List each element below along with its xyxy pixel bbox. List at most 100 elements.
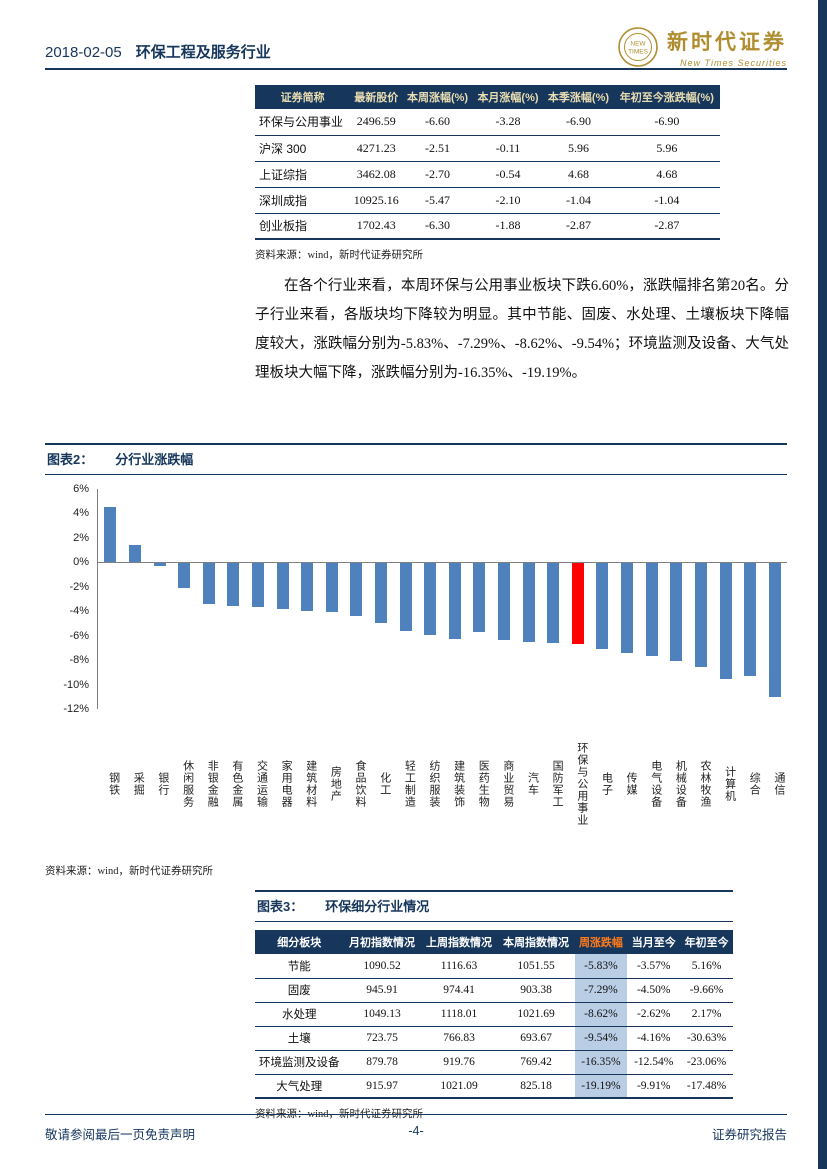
- table-cell: 2496.59: [350, 109, 403, 136]
- table-cell: 5.96: [613, 135, 720, 162]
- figure3-title: 环保细分行业情况: [325, 899, 430, 914]
- table-row: 节能 1090.52 1116.63 1051.55 -5.83% -3.57% 5.16%: [255, 954, 733, 979]
- page-footer: -4- 敬请参阅最后一页免责声明 证券研究报告: [45, 1114, 787, 1143]
- index-performance-table: 证券简称 最新股价 本周涨幅(%) 本月涨幅(%) 本季涨幅(%) 年初至今涨跌幅(%) …: [255, 85, 720, 240]
- table-cell: -5.47: [402, 187, 473, 214]
- x-axis-label: 建筑材料: [304, 760, 317, 808]
- figure3-label: 图表3：: [257, 899, 304, 914]
- table-cell: -6.90: [543, 109, 614, 136]
- x-axis-label: 国防军工: [551, 760, 564, 808]
- table-cell: 945.91: [343, 978, 421, 1003]
- table1-source: 资料来源：wind，新时代证券研究所: [255, 250, 423, 261]
- bar-食品饮料: [350, 563, 363, 616]
- bar-休闲服务: [178, 563, 191, 588]
- bar-slot: [295, 489, 320, 709]
- svg-text:NEW: NEW: [630, 41, 646, 48]
- column-header: 本季涨幅(%): [543, 85, 614, 109]
- table-cell: -6.30: [402, 213, 473, 240]
- bar-交通运输: [251, 563, 264, 608]
- table-cell: -1.88: [472, 213, 544, 240]
- bar-通信: [768, 563, 781, 697]
- table-cell: 1118.01: [420, 1002, 498, 1027]
- chart-bars: [98, 489, 787, 709]
- table-cell: 3462.08: [350, 161, 403, 188]
- bar-农林牧渔: [694, 563, 707, 668]
- table-cell: 2.17%: [680, 1002, 733, 1027]
- x-axis-label: 银行: [156, 772, 169, 796]
- x-axis-label: 电气设备: [649, 760, 662, 808]
- chart-plot-column: 钢铁 采掘 银行 休闲服务 非银金融 有色金属 交通运输 家用电器 建筑材料 房地产 食品饮料 化工轻…: [97, 489, 787, 853]
- bar-采掘: [128, 545, 141, 563]
- x-axis-label: 机械设备: [674, 760, 687, 808]
- table-cell: 4.68: [613, 161, 720, 188]
- y-axis-tick: -8%: [69, 654, 89, 667]
- table-cell: 环保与公用事业: [255, 109, 351, 136]
- figure2-label: 图表2：: [47, 452, 94, 467]
- bar-slot: [221, 489, 246, 709]
- bar-建筑材料: [301, 563, 314, 611]
- x-axis-label: 综合: [748, 772, 761, 796]
- bar-slot: [713, 489, 738, 709]
- bar-slot: [566, 489, 591, 709]
- table-cell: 上证综指: [255, 161, 351, 188]
- table-cell: -7.29%: [574, 978, 628, 1003]
- table-row: 固废 945.91 974.41 903.38 -7.29% -4.50% -9.66%: [255, 978, 733, 1003]
- table-cell: -4.50%: [627, 978, 681, 1003]
- column-header: 年初至今涨跌幅(%): [613, 85, 720, 109]
- table-cell: 1090.52: [343, 954, 421, 979]
- figure2-caption: 图表2： 分行业涨跌幅: [45, 443, 787, 475]
- header-divider: [45, 68, 787, 70]
- table-row: 大气处理 915.97 1021.09 825.18 -19.19% -9.91% -17.…: [255, 1074, 733, 1099]
- table-cell: 沪深 300: [255, 135, 351, 162]
- bar-环保与公用事业: [571, 563, 584, 644]
- bar-slot: [172, 489, 197, 709]
- column-header: 本月涨幅(%): [472, 85, 544, 109]
- bar-化工: [375, 563, 387, 624]
- column-header: 当月至今: [627, 930, 681, 954]
- table-cell: -2.87: [613, 213, 720, 240]
- table-cell: -3.28: [472, 109, 544, 136]
- bar-slot: [369, 489, 394, 709]
- table-cell: -1.04: [613, 187, 720, 214]
- bar-slot: [738, 489, 763, 709]
- bar-slot: [689, 489, 714, 709]
- header-title-block: 2018-02-05 环保工程及服务行业: [45, 41, 271, 68]
- table-cell: 903.38: [497, 978, 575, 1003]
- table-row: 土壤 723.75 766.83 693.67 -9.54% -4.16% -30.63%: [255, 1026, 733, 1051]
- table-cell: 水处理: [255, 1002, 344, 1027]
- table-cell: 693.67: [497, 1026, 575, 1051]
- x-axis-label: 医药生物: [477, 760, 490, 808]
- figure3-section: 图表3： 环保细分行业情况 细分板块 月初指数情况 上周指数情况 本周指数情况 周涨跌幅当…: [255, 890, 733, 1121]
- x-axis-label: 建筑装饰: [452, 760, 465, 808]
- table-cell: -2.10: [472, 187, 544, 214]
- y-axis-tick: 6%: [73, 483, 89, 495]
- x-axis-label: 交通运输: [255, 760, 268, 808]
- bar-slot: [443, 489, 468, 709]
- bar-电子: [596, 563, 609, 649]
- bar-slot: [492, 489, 517, 709]
- y-axis-tick: -10%: [63, 678, 89, 691]
- y-axis-tick: -2%: [69, 580, 89, 593]
- bar-综合: [744, 563, 757, 676]
- x-axis-label: 家用电器: [280, 760, 293, 808]
- footer-disclaimer: 敬请参阅最后一页免责声明: [45, 1128, 196, 1142]
- x-axis-label: 采掘: [132, 772, 145, 796]
- report-date: 2018-02-05: [45, 44, 122, 61]
- table-cell: -1.04: [543, 187, 614, 214]
- bar-slot: [270, 489, 295, 709]
- page-edge-bar: [818, 0, 827, 1169]
- table-cell: 5.16%: [680, 954, 733, 979]
- x-axis-label: 环保与公用事业: [575, 742, 588, 826]
- table-cell: 深圳成指: [255, 187, 351, 214]
- x-axis-label: 食品饮料: [354, 760, 367, 808]
- svg-text:TIMES: TIMES: [628, 49, 649, 56]
- table-cell: 环境监测及设备: [255, 1050, 344, 1075]
- chart-plot-area: [97, 489, 787, 709]
- bar-电气设备: [645, 563, 658, 657]
- table-cell: 4271.23: [350, 135, 403, 162]
- table-cell: -16.35%: [574, 1050, 628, 1075]
- table3-header-row: 细分板块 月初指数情况 上周指数情况 本周指数情况 周涨跌幅 当月至今 年初至今: [255, 930, 733, 954]
- page-number: -4-: [408, 1124, 424, 1138]
- table-cell: 723.75: [343, 1026, 421, 1051]
- table-row: 上证综指 3462.08 -2.70 -0.54 4.68 4.68: [255, 161, 720, 188]
